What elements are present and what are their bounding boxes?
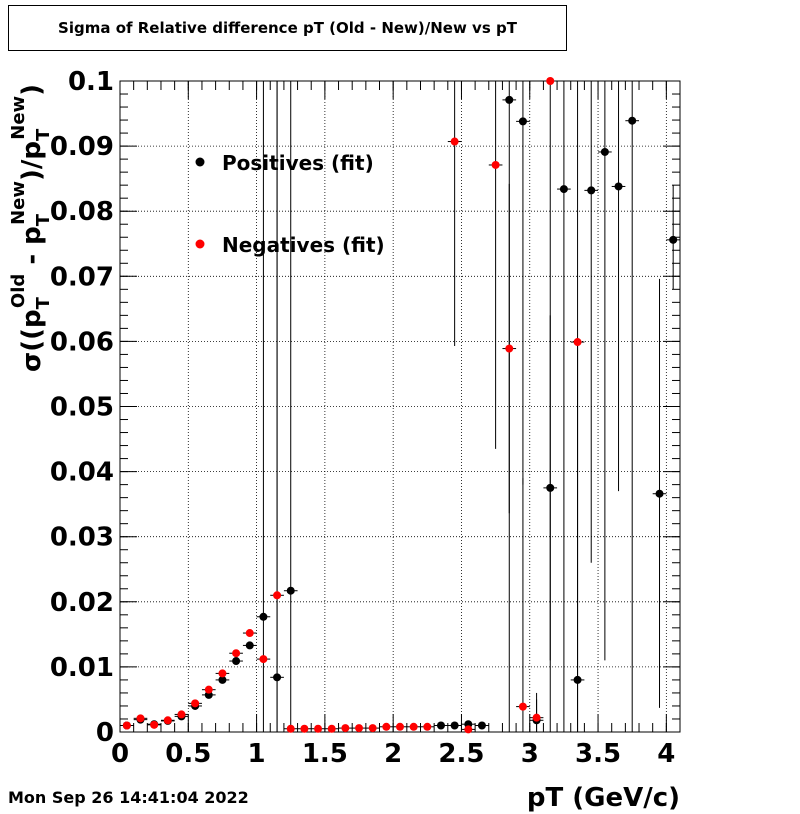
legend-label-positives: Positives (fit)	[222, 151, 374, 175]
y-axis-part-close: )	[17, 84, 47, 96]
chart-title: Sigma of Relative difference pT (Old - N…	[8, 5, 567, 51]
x-tick-label: 1.5	[302, 739, 348, 769]
data-point-positives	[477, 721, 486, 730]
y-axis-title: σ((pTOld - pTNew)/pTNew)	[8, 84, 54, 372]
data-point-positives	[628, 116, 637, 125]
data-point-positives	[669, 235, 678, 244]
svg-text:σ((pTOld - pTNew)/pTNew): σ((pTOld - pTNew)/pTNew)	[8, 84, 54, 372]
y-axis-sup2: New	[8, 181, 29, 225]
data-point-negatives	[300, 724, 309, 733]
data-point-negatives	[464, 725, 473, 734]
data-markers	[122, 77, 678, 734]
x-tick-label: 2	[384, 739, 402, 769]
y-axis-part-open: ((p	[17, 309, 47, 351]
data-point-negatives	[218, 669, 227, 678]
y-axis-sup1: Old	[8, 274, 29, 308]
y-tick-label: 0.06	[50, 327, 114, 357]
data-point-negatives	[368, 724, 377, 733]
y-axis-sub3: T	[33, 128, 54, 141]
data-point-negatives	[573, 338, 582, 347]
y-tick-label: 0.08	[50, 197, 114, 227]
axis-ticks	[119, 80, 681, 733]
data-point-positives	[245, 641, 254, 650]
data-point-positives	[587, 186, 596, 195]
data-point-negatives	[136, 714, 145, 723]
y-tick-label: 0.1	[68, 67, 114, 97]
data-point-positives	[286, 586, 295, 595]
data-point-negatives	[518, 702, 527, 711]
data-point-positives	[655, 489, 664, 498]
data-point-negatives	[423, 722, 432, 731]
y-tick-label: 0.09	[50, 132, 114, 162]
data-point-negatives	[163, 716, 172, 725]
x-tick-label: 3	[521, 739, 539, 769]
data-point-negatives	[505, 344, 514, 353]
y-tick-label: 0.01	[50, 653, 114, 683]
legend: Positives (fit) Negatives (fit)	[195, 151, 385, 257]
data-point-positives	[600, 147, 609, 156]
y-axis-sub2: T	[33, 213, 54, 226]
data-point-negatives	[396, 722, 404, 731]
data-point-negatives	[232, 649, 241, 658]
data-point-positives	[259, 612, 268, 621]
grid-lines	[120, 81, 680, 732]
y-axis-sigma: σ	[17, 352, 47, 372]
legend-marker-positives	[195, 157, 205, 167]
data-point-negatives	[286, 724, 295, 733]
x-tick-labels: 0 0.5 1 1.5 2 2.5 3 3.5 4	[111, 739, 675, 769]
data-point-positives	[559, 185, 568, 194]
timestamp: Mon Sep 26 14:41:04 2022	[8, 788, 249, 807]
data-point-negatives	[382, 722, 391, 731]
y-tick-label: 0.05	[50, 393, 114, 423]
y-tick-labels: 0 0.01 0.02 0.03 0.04 0.05 0.06 0.07 0.08 0.09 0.1	[50, 67, 114, 748]
y-axis-part-mid: - p	[17, 226, 47, 274]
data-point-negatives	[450, 137, 459, 146]
y-tick-label: 0.04	[50, 458, 114, 488]
y-axis-part-mid2: )/p	[17, 141, 47, 181]
data-point-positives	[614, 182, 623, 191]
data-point-positives	[232, 657, 241, 666]
x-axis-title: pT (GeV/c)	[527, 783, 680, 813]
data-point-negatives	[273, 591, 282, 600]
x-tick-label: 0	[111, 739, 129, 769]
data-point-negatives	[491, 160, 500, 169]
y-axis-sup3: New	[8, 96, 29, 140]
y-tick-label: 0	[96, 718, 114, 748]
data-point-positives	[450, 721, 459, 730]
data-point-positives	[518, 117, 527, 126]
x-tick-label: 0.5	[165, 739, 211, 769]
y-tick-label: 0.02	[50, 588, 114, 618]
data-point-positives	[273, 673, 282, 682]
data-point-negatives	[150, 720, 159, 729]
data-point-negatives	[409, 722, 418, 731]
data-point-positives	[546, 483, 555, 492]
data-point-positives	[573, 675, 582, 684]
x-tick-label: 3.5	[575, 739, 621, 769]
y-tick-label: 0.07	[50, 262, 114, 292]
data-point-negatives	[532, 713, 541, 722]
data-point-negatives	[259, 655, 268, 664]
data-point-positives	[436, 721, 445, 730]
data-point-negatives	[204, 685, 213, 694]
data-point-negatives	[327, 724, 336, 733]
data-point-negatives	[177, 710, 186, 719]
legend-label-negatives: Negatives (fit)	[222, 233, 385, 257]
data-point-negatives	[314, 724, 323, 733]
data-point-negatives	[191, 699, 200, 708]
y-tick-label: 0.03	[50, 523, 114, 553]
data-point-positives	[505, 95, 514, 104]
data-point-negatives	[546, 77, 555, 85]
data-point-negatives	[341, 724, 350, 733]
y-axis-sub1: T	[33, 296, 54, 309]
data-point-negatives	[122, 721, 131, 730]
legend-marker-negatives	[195, 239, 205, 249]
data-point-negatives	[355, 724, 364, 733]
x-tick-label: 2.5	[438, 739, 484, 769]
data-point-negatives	[245, 629, 254, 638]
x-tick-label: 4	[657, 739, 675, 769]
data-point-positives	[218, 675, 227, 684]
x-tick-label: 1	[248, 739, 266, 769]
